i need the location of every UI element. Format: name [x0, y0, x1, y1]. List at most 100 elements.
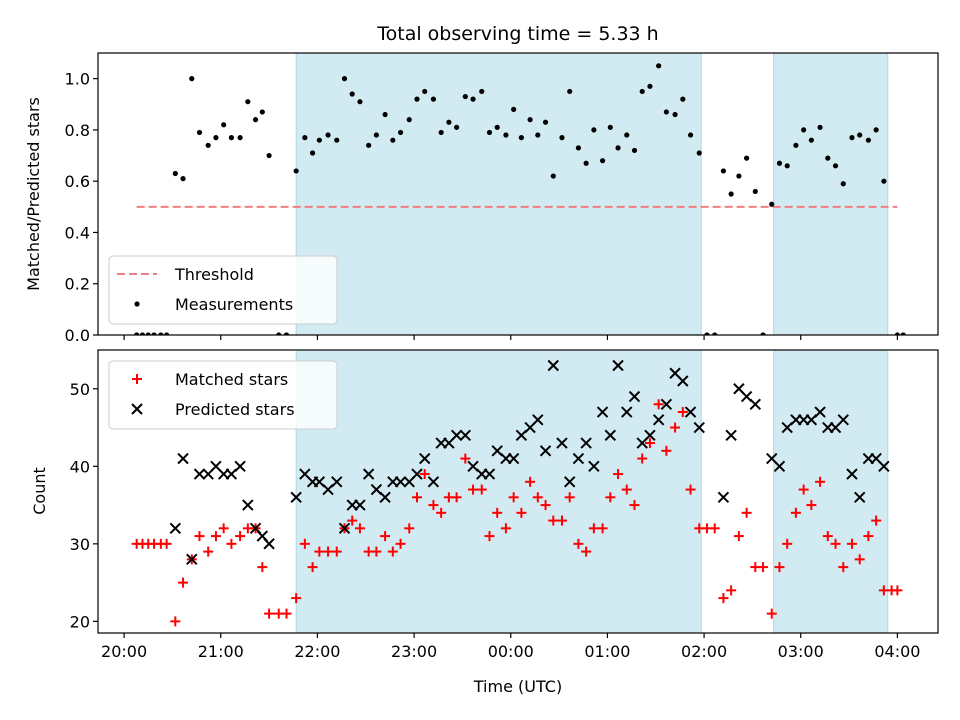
measurement-point [744, 155, 750, 161]
predicted-point-b [564, 476, 576, 488]
matched-point [653, 399, 664, 410]
measurement-point [228, 135, 234, 141]
predicted-point-b [604, 429, 617, 441]
matched-point [733, 531, 744, 542]
measurement-point [542, 119, 549, 125]
bottom-y-axis-label: Count [30, 467, 49, 515]
x-tick-label: 00:00 [488, 642, 534, 661]
predicted-point [814, 406, 826, 418]
matched-point [581, 546, 592, 557]
matched-point [525, 476, 536, 487]
matched-point [854, 554, 865, 565]
observing-span-0-1 [773, 53, 888, 335]
matched-point [806, 500, 817, 511]
predicted-point [459, 429, 472, 441]
x-tick-label: 22:00 [294, 642, 340, 661]
legend-box-1 [108, 360, 338, 430]
measurement-point [840, 181, 846, 187]
predicted-point [717, 491, 730, 504]
measurement-point [139, 332, 146, 335]
measurement-point [567, 88, 573, 95]
x-tick-label: 21:00 [198, 642, 244, 661]
measurement-point [583, 160, 589, 166]
measurement-point [808, 137, 814, 143]
measurement-point [639, 88, 645, 95]
predicted-point-b [299, 468, 311, 480]
predicted-point-b [242, 499, 254, 511]
predicted-point-b [669, 367, 681, 379]
matched-point [428, 500, 439, 511]
measurement-point [849, 135, 855, 141]
measurement-point [696, 150, 702, 156]
measurement-point [266, 152, 272, 159]
predicted-point-b [814, 406, 826, 418]
predicted-point-b [846, 468, 858, 480]
measurement-point [213, 135, 219, 141]
predicted-point-b [660, 398, 673, 410]
predicted-point [853, 491, 866, 504]
matched-point [677, 407, 688, 418]
measurement-point [527, 117, 533, 123]
x-tick-label: 20:00 [101, 642, 147, 661]
predicted-point [564, 476, 576, 488]
predicted-point-b [394, 476, 407, 488]
measurement-point [259, 109, 265, 115]
predicted-point-b [878, 460, 890, 473]
predicted-point-b [612, 359, 624, 372]
matched-point [726, 585, 737, 596]
measurement-point [873, 127, 879, 133]
legend-measurement-swatch [134, 301, 140, 307]
matched-point [629, 500, 640, 511]
predicted-point [684, 406, 697, 418]
data-group-0 [134, 63, 906, 335]
matched-point [564, 492, 575, 503]
predicted-point [604, 429, 617, 441]
legend-predicted-swatch [131, 403, 143, 415]
matched-point [411, 492, 422, 503]
matched-point [371, 546, 382, 557]
matched-point [516, 507, 527, 518]
predicted-point-b [717, 491, 730, 504]
matched-point [871, 515, 882, 526]
predicted-point-b [507, 452, 520, 465]
measurement-point [728, 191, 734, 197]
matched-point [347, 515, 358, 526]
measurement-point [134, 332, 140, 335]
measurement-point [624, 132, 630, 138]
y-tick-label: 30 [70, 535, 90, 554]
matched-point [323, 546, 334, 557]
predicted-point-b [354, 499, 366, 511]
measurement-point [752, 188, 758, 195]
predicted-point-b [256, 530, 269, 542]
matched-point [380, 531, 391, 542]
predicted-point [628, 390, 641, 403]
matched-point [281, 608, 292, 619]
predicted-point [556, 437, 568, 449]
predicted-point-b [234, 460, 246, 473]
measurement-point [825, 155, 831, 161]
matched-point [419, 469, 430, 480]
measurement-point [454, 124, 460, 130]
matched-point [605, 492, 616, 503]
matched-point [387, 546, 398, 557]
predicted-point-b [644, 429, 656, 441]
measurement-point [518, 135, 524, 141]
predicted-point-b [853, 491, 866, 504]
legend-label: Threshold [174, 265, 254, 284]
predicted-point-b [870, 452, 882, 465]
matched-point [782, 538, 793, 549]
matched-point [637, 453, 648, 464]
measurement-point [341, 76, 348, 82]
predicted-point-b [539, 445, 552, 457]
predicted-point-b [740, 390, 753, 403]
predicted-point [362, 468, 375, 480]
matched-point [644, 438, 655, 449]
measurement-point [438, 129, 444, 136]
measurement-point [237, 135, 243, 141]
matched-point [613, 469, 624, 480]
predicted-point [193, 468, 206, 480]
matched-point [178, 577, 189, 588]
predicted-point [234, 460, 246, 473]
measurement-point [672, 111, 678, 118]
predicted-point-b [459, 429, 472, 441]
